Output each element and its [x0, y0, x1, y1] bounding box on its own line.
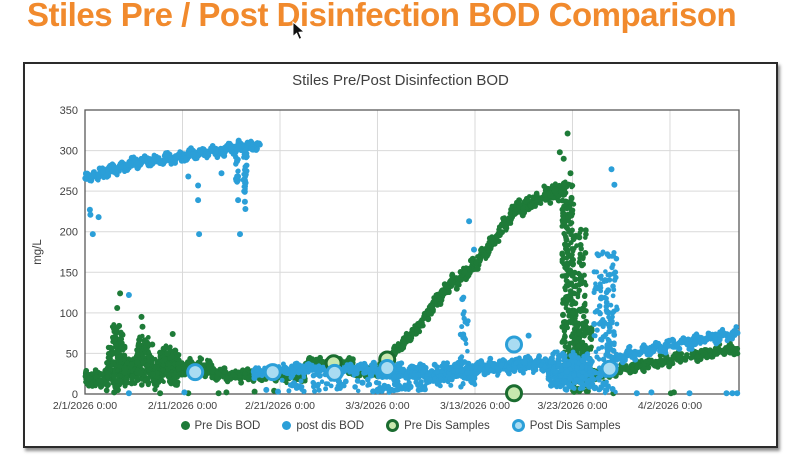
data-point	[242, 206, 249, 212]
data-point	[611, 181, 618, 188]
data-point	[86, 206, 93, 213]
svg-text:3/3/2026 0:00: 3/3/2026 0:00	[345, 400, 409, 412]
data-point	[149, 341, 156, 348]
chart-title: Stiles Pre/Post Disinfection BOD	[292, 72, 509, 89]
data-point	[459, 296, 466, 303]
data-point	[169, 331, 176, 337]
svg-text:250: 250	[60, 186, 78, 198]
svg-text:4/2/2026 0:00: 4/2/2026 0:00	[638, 400, 702, 412]
data-point	[157, 349, 164, 356]
legend-ring-icon	[511, 419, 525, 432]
data-point	[117, 290, 124, 297]
data-point	[139, 323, 146, 330]
data-point	[471, 246, 477, 253]
data-point	[181, 389, 188, 396]
data-point	[686, 390, 693, 397]
legend-label: Post Dis Samples	[529, 419, 621, 432]
sample-point	[325, 363, 344, 382]
data-point	[89, 231, 96, 238]
data-point	[157, 390, 164, 397]
data-point	[95, 214, 102, 221]
sample-point	[505, 384, 523, 403]
data-point	[567, 170, 574, 177]
data-point	[263, 386, 270, 393]
legend-item-post-dis-bod: post dis BOD	[282, 420, 364, 432]
data-point	[235, 173, 242, 180]
data-point	[648, 389, 655, 396]
legend-label: post dis BOD	[296, 419, 365, 432]
svg-text:3/13/2026 0:00: 3/13/2026 0:00	[440, 400, 510, 412]
legend-dot-icon	[180, 421, 190, 430]
chart-legend: Pre Dis BOD post dis BOD Pre Dis Samples Po…	[25, 419, 776, 432]
data-point	[114, 305, 121, 311]
data-point	[633, 390, 640, 397]
data-point	[237, 231, 243, 238]
sample-point	[505, 335, 523, 354]
axis-labels: 0 50 100 150 200 250 300 350 2/1/2026 0:00 2/11/2…	[32, 105, 702, 412]
legend-item-pre-dis-samples: Pre Dis Samples	[386, 419, 490, 432]
data-point	[241, 198, 248, 205]
svg-text:200: 200	[60, 227, 78, 239]
legend-ring-icon	[386, 419, 400, 432]
sample-point	[186, 363, 205, 382]
sample-point	[378, 359, 397, 377]
data-point	[734, 390, 741, 397]
mouse-cursor-icon	[292, 21, 306, 40]
data-point	[195, 197, 202, 204]
svg-text:2/1/2026 0:00: 2/1/2026 0:00	[53, 400, 117, 412]
data-point	[223, 389, 230, 396]
data-point	[723, 390, 730, 397]
legend-label: Pre Dis Samples	[404, 419, 490, 432]
page-title: Stiles Pre / Post Disinfection BOD Compa…	[27, 0, 737, 33]
data-point	[556, 149, 563, 156]
data-point	[251, 388, 258, 395]
data-point	[235, 197, 242, 204]
data-point	[670, 389, 677, 396]
data-point	[138, 313, 145, 320]
svg-text:350: 350	[60, 105, 78, 117]
chart-panel[interactable]: 0 50 100 150 200 250 300 350 2/1/2026 0:00 2/11/2…	[23, 62, 778, 448]
data-point	[525, 332, 532, 339]
legend-item-pre-dis-bod: Pre Dis BOD	[180, 419, 261, 432]
svg-text:150: 150	[60, 267, 78, 279]
data-point	[195, 182, 202, 189]
series-post-dis-bod	[82, 137, 741, 397]
bod-scatter-chart: 0 50 100 150 200 250 300 350 2/1/2026 0:00 2/11/2…	[32, 105, 741, 412]
data-point	[125, 390, 132, 397]
sample-point	[600, 359, 619, 378]
svg-text:2/11/2026 0:00: 2/11/2026 0:00	[148, 400, 217, 412]
series-pre-dis-bod	[82, 130, 741, 397]
y-axis-label: mg/L	[32, 239, 44, 265]
svg-text:50: 50	[66, 348, 78, 360]
data-point	[729, 390, 736, 397]
legend-label: Pre Dis BOD	[194, 419, 261, 432]
data-point	[560, 155, 567, 162]
data-point	[185, 173, 192, 180]
data-point	[125, 292, 132, 298]
series-post-dis-samples	[186, 335, 619, 382]
svg-text:300: 300	[60, 146, 78, 158]
data-point	[218, 170, 225, 177]
data-point	[215, 390, 222, 397]
data-point	[87, 211, 94, 218]
data-point	[466, 218, 473, 225]
data-point	[608, 166, 615, 173]
svg-text:2/21/2026 0:00: 2/21/2026 0:00	[245, 400, 315, 412]
sample-point	[263, 363, 282, 382]
legend-dot-icon	[282, 421, 292, 430]
plot-border	[84, 109, 740, 395]
svg-text:3/23/2026 0:00: 3/23/2026 0:00	[537, 400, 607, 412]
data-point	[275, 388, 281, 395]
data-point	[564, 130, 571, 137]
legend-item-post-dis-samples: Post Dis Samples	[511, 419, 621, 432]
svg-text:100: 100	[60, 308, 78, 320]
data-point	[196, 231, 203, 238]
svg-text:0: 0	[72, 389, 78, 401]
